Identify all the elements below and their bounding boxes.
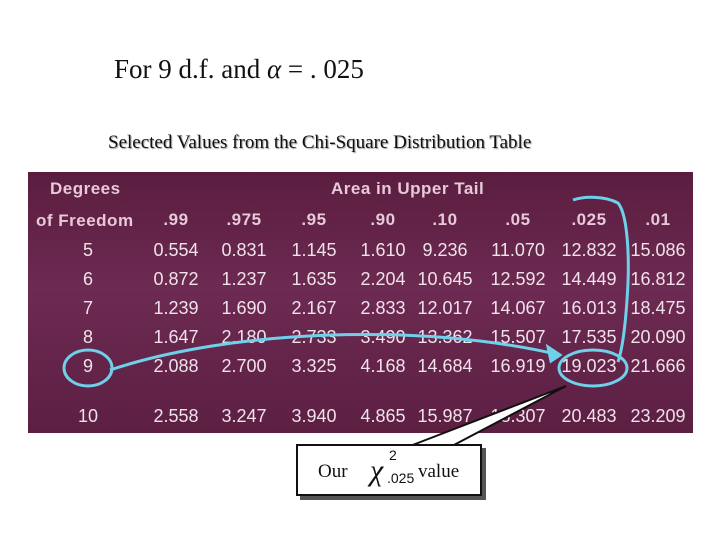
value-cell: 19.023 [561, 356, 617, 376]
value-cell: 1.647 [153, 327, 199, 347]
column-header: .90 [370, 210, 396, 229]
value-cell: 14.449 [561, 269, 617, 289]
column-header: .10 [432, 210, 458, 229]
chi-subscript: .025 [387, 470, 415, 486]
value-cell: 21.666 [630, 356, 686, 376]
column-header: .01 [645, 210, 671, 229]
value-cell: 1.690 [221, 298, 267, 318]
df-cell: 5 [82, 240, 94, 260]
column-header: .99 [163, 210, 189, 229]
value-cell: 18.307 [490, 406, 546, 426]
value-cell: 14.067 [490, 298, 546, 318]
value-cell: 12.832 [561, 240, 617, 260]
value-cell: 2.088 [153, 356, 199, 376]
column-header: .975 [226, 210, 262, 229]
value-cell: 0.831 [221, 240, 267, 260]
header-degrees: Degrees [50, 179, 121, 198]
value-cell: 1.145 [291, 240, 337, 260]
value-cell: 4.168 [360, 356, 406, 376]
column-header: .05 [505, 210, 531, 229]
chi-square-table: Degrees of Freedom Area in Upper Tail .9… [28, 172, 693, 433]
alpha-symbol: α [266, 54, 282, 84]
value-cell: 13.362 [417, 327, 473, 347]
callout-prefix: Our [318, 461, 348, 482]
chi-symbol: χ [370, 454, 384, 487]
value-cell: 16.013 [561, 298, 617, 318]
value-cell: 20.090 [630, 327, 686, 347]
df-cell: 7 [82, 298, 94, 318]
value-cell: 20.483 [561, 406, 617, 426]
value-cell: 3.940 [291, 406, 337, 426]
value-cell: 11.070 [491, 240, 545, 260]
value-cell: 9.236 [422, 240, 468, 260]
table-subtitle: Selected Values from the Chi-Square Dist… [108, 132, 532, 153]
callout-box: Our χ 2 .025 value [296, 444, 482, 496]
df-cell: 6 [82, 269, 94, 289]
value-cell: 3.325 [291, 356, 337, 376]
value-cell: 10.645 [417, 269, 473, 289]
value-cell: 3.247 [221, 406, 267, 426]
value-cell: 15.987 [417, 406, 473, 426]
page-heading: For 9 d.f. and α = . 025 [114, 54, 364, 85]
value-cell: 0.554 [153, 240, 199, 260]
value-cell: 2.204 [360, 269, 406, 289]
value-cell: 2.700 [221, 356, 267, 376]
value-cell: 12.592 [490, 269, 546, 289]
header-area: Area in Upper Tail [331, 179, 485, 198]
value-cell: 1.237 [221, 269, 267, 289]
value-cell: 12.017 [417, 298, 473, 318]
chi-superscript: 2 [389, 447, 397, 463]
header-freedom: of Freedom [36, 211, 134, 230]
value-cell: 2.180 [221, 327, 267, 347]
value-cell: 16.919 [490, 356, 546, 376]
df-cell: 10 [77, 406, 99, 426]
value-cell: 14.684 [417, 356, 473, 376]
value-cell: 2.167 [291, 298, 337, 318]
callout-suffix: value [418, 461, 460, 482]
value-cell: 1.635 [291, 269, 337, 289]
df-cell: 9 [82, 356, 94, 376]
column-header: .95 [301, 210, 327, 229]
value-cell: 0.872 [153, 269, 199, 289]
column-header: .025 [571, 210, 607, 229]
value-cell: 16.812 [630, 269, 686, 289]
value-cell: 17.535 [561, 327, 617, 347]
value-cell: 4.865 [360, 406, 406, 426]
value-cell: 15.507 [490, 327, 546, 347]
value-cell: 2.558 [153, 406, 199, 426]
heading-suffix: = . 025 [281, 54, 364, 84]
value-cell: 2.733 [291, 327, 337, 347]
value-cell: 1.239 [153, 298, 199, 318]
heading-prefix: For 9 d.f. and [114, 54, 267, 84]
value-cell: 1.610 [360, 240, 406, 260]
df-cell: 8 [82, 327, 94, 347]
value-cell: 2.833 [360, 298, 406, 318]
value-cell: 18.475 [630, 298, 686, 318]
value-cell: 3.490 [360, 327, 406, 347]
value-cell: 15.086 [630, 240, 686, 260]
value-cell: 23.209 [630, 406, 686, 426]
